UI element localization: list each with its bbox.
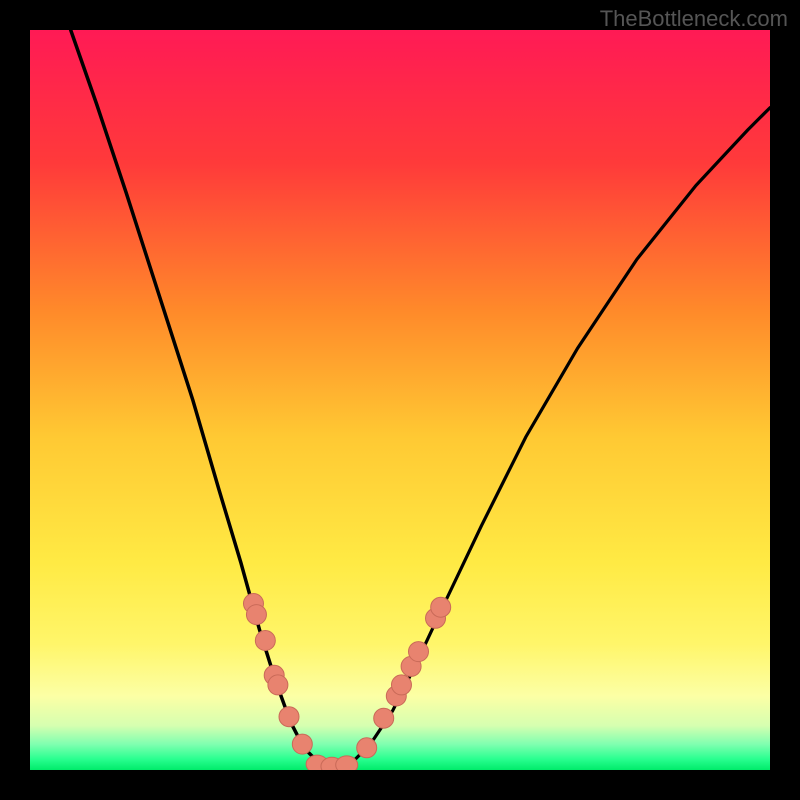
right-branch [333, 108, 770, 768]
marker-pill [336, 756, 358, 770]
marker-dot [246, 605, 266, 625]
marker-dot [255, 631, 275, 651]
left-branch [71, 30, 334, 768]
marker-dot [374, 708, 394, 728]
marker-dot [357, 738, 377, 758]
watermark-text: TheBottleneck.com [600, 6, 788, 32]
marker-dot [431, 597, 451, 617]
frame: TheBottleneck.com [0, 0, 800, 800]
plot-area [30, 30, 770, 770]
chart-svg [30, 30, 770, 770]
marker-dot [268, 675, 288, 695]
marker-dot [391, 675, 411, 695]
marker-dot [279, 707, 299, 727]
marker-dot [292, 734, 312, 754]
marker-dot [409, 642, 429, 662]
